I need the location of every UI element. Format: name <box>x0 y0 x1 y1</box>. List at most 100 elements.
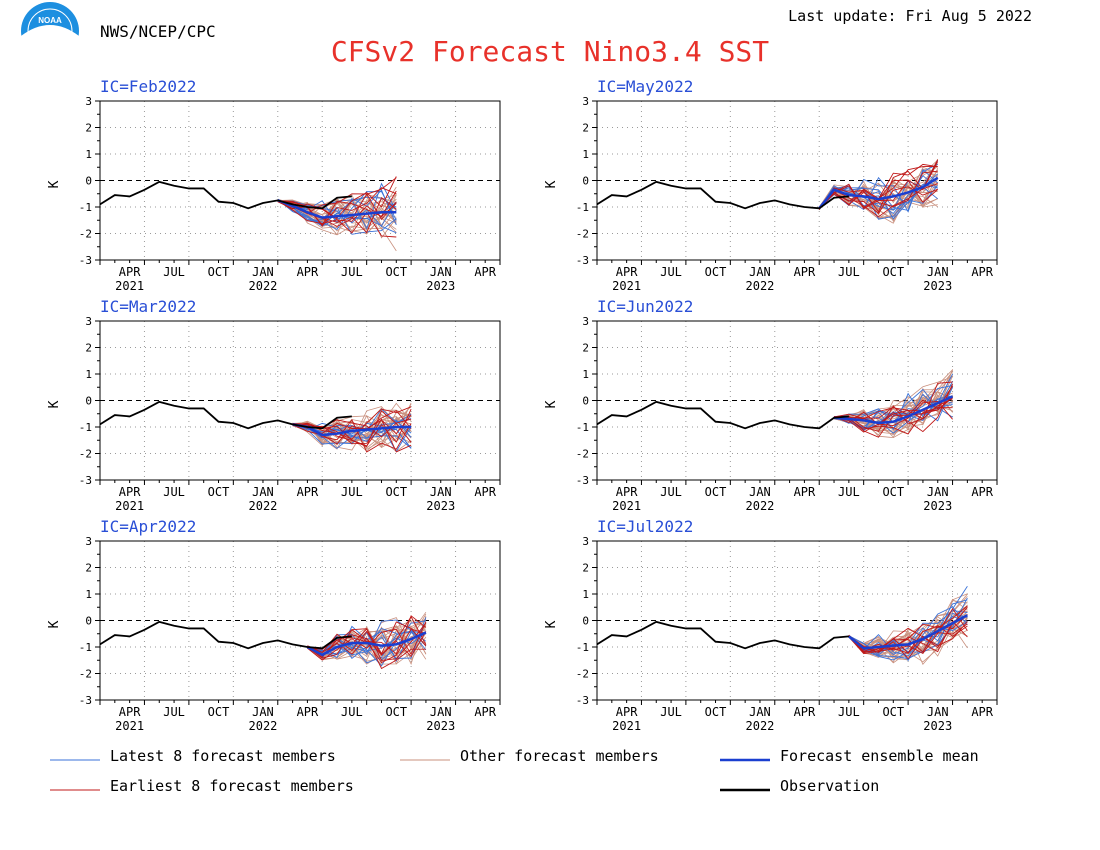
x-tick-label: APR <box>474 705 496 719</box>
x-tick-label: APR <box>616 265 638 279</box>
ensemble-mean-line <box>848 614 968 650</box>
other-member-line <box>307 615 427 662</box>
y-tick-label: 2 <box>582 562 589 575</box>
x-tick-label: JUL <box>660 485 682 499</box>
x-tick-label: OCT <box>385 705 407 719</box>
y-tick-label: 0 <box>85 615 92 628</box>
panel-title: IC=May2022 <box>597 77 693 96</box>
x-tick-label: JAN <box>252 265 274 279</box>
legend-label: Forecast ensemble mean <box>780 747 979 765</box>
ensemble-mean-line <box>292 423 412 437</box>
y-tick-label: -2 <box>576 448 589 461</box>
x-tick-label: 2021 <box>612 499 641 513</box>
x-tick-label: OCT <box>705 705 727 719</box>
x-tick-label: JUL <box>163 705 185 719</box>
panel-title: IC=Jul2022 <box>597 517 693 536</box>
x-tick-label: JUL <box>341 265 363 279</box>
latest-member-line <box>848 621 968 657</box>
legend-label: Observation <box>780 777 879 795</box>
earliest-member-line <box>307 615 427 656</box>
x-tick-label: OCT <box>705 485 727 499</box>
panel-title: IC=Mar2022 <box>100 297 196 316</box>
earliest-member-line <box>833 383 954 433</box>
x-tick-label: 2022 <box>249 279 278 293</box>
y-tick-label: -2 <box>576 228 589 241</box>
x-tick-label: APR <box>616 705 638 719</box>
y-tick-label: 2 <box>85 342 92 355</box>
legend-label: Earliest 8 forecast members <box>110 777 354 795</box>
x-tick-label: 2021 <box>612 279 641 293</box>
x-tick-label: APR <box>297 265 319 279</box>
other-member-line <box>848 616 968 652</box>
ensemble-mean-line <box>306 631 427 657</box>
x-tick-label: 2023 <box>923 719 952 733</box>
x-tick-label: JUL <box>163 485 185 499</box>
x-tick-label: JUL <box>341 485 363 499</box>
y-tick-label: 0 <box>582 175 589 188</box>
y-tick-label: 3 <box>85 315 92 328</box>
x-tick-label: APR <box>474 265 496 279</box>
latest-member-line <box>307 619 427 659</box>
x-tick-label: APR <box>119 705 141 719</box>
y-axis-label: K <box>544 620 559 628</box>
x-tick-label: JAN <box>252 705 274 719</box>
earliest-member-line <box>307 637 426 670</box>
y-tick-label: 3 <box>582 535 589 548</box>
y-tick-label: 2 <box>582 342 589 355</box>
legend: Latest 8 forecast members Other forecast … <box>50 747 979 795</box>
ensemble-mean-line <box>833 395 954 425</box>
observation-line <box>596 180 849 210</box>
x-tick-label: 2022 <box>249 499 278 513</box>
x-tick-label: 2023 <box>923 499 952 513</box>
y-tick-label: -1 <box>576 421 589 434</box>
x-tick-label: 2022 <box>746 499 775 513</box>
x-tick-label: APR <box>794 265 816 279</box>
y-tick-label: -1 <box>79 201 92 214</box>
y-axis-label: K <box>47 620 62 628</box>
x-tick-label: OCT <box>882 265 904 279</box>
y-axis-label: K <box>544 180 559 188</box>
x-tick-label: APR <box>616 485 638 499</box>
y-tick-label: 3 <box>582 95 589 108</box>
x-tick-label: APR <box>119 265 141 279</box>
earliest-member-line <box>292 406 412 440</box>
x-tick-label: 2023 <box>426 499 455 513</box>
y-tick-label: -3 <box>576 474 589 487</box>
y-axis-label: K <box>47 180 62 188</box>
y-tick-label: 1 <box>85 148 92 161</box>
earliest-member-line <box>307 621 427 661</box>
y-tick-label: 0 <box>582 395 589 408</box>
y-tick-label: 0 <box>582 615 589 628</box>
x-tick-label: OCT <box>385 485 407 499</box>
other-member-line <box>277 198 397 232</box>
x-tick-label: APR <box>794 705 816 719</box>
y-tick-label: -2 <box>79 228 92 241</box>
x-tick-label: JUL <box>660 265 682 279</box>
x-tick-label: 2021 <box>612 719 641 733</box>
earliest-member-line <box>833 397 953 438</box>
y-tick-label: 0 <box>85 175 92 188</box>
panel-title: IC=Apr2022 <box>100 517 196 536</box>
observation-line <box>596 400 849 430</box>
y-tick-label: 3 <box>582 315 589 328</box>
x-tick-label: JUL <box>660 705 682 719</box>
y-tick-label: -3 <box>79 474 92 487</box>
observation-line <box>596 620 849 650</box>
y-tick-label: -3 <box>576 694 589 707</box>
earliest-member-line <box>848 620 968 655</box>
logo-seagull-wave <box>21 25 79 65</box>
x-tick-label: JAN <box>430 705 452 719</box>
x-tick-label: JAN <box>927 705 949 719</box>
x-tick-label: JUL <box>838 485 860 499</box>
x-tick-label: OCT <box>208 705 230 719</box>
x-tick-label: APR <box>119 485 141 499</box>
y-tick-label: 1 <box>85 588 92 601</box>
x-tick-label: APR <box>297 705 319 719</box>
x-tick-label: APR <box>474 485 496 499</box>
x-tick-label: JAN <box>927 485 949 499</box>
earliest-member-line <box>818 186 938 215</box>
y-tick-label: 1 <box>582 368 589 381</box>
